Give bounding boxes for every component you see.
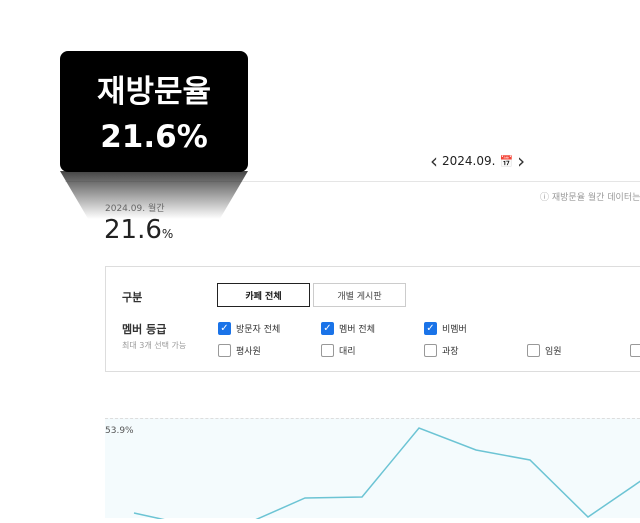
cafe-all-button[interactable]: 카페 전체 [217,283,310,307]
checkbox-item[interactable]: 평사원 [218,344,261,357]
checkbox[interactable] [218,344,231,357]
info-note: ⓘ 재방문율 월간 데이터는 [540,193,640,203]
checkbox[interactable]: ✓ [321,322,334,335]
checkbox-item[interactable]: 대리 [321,344,356,357]
checkbox-label: 멤버 전체 [339,325,375,335]
filter-panel: 구분 카페 전체 개별 게시판 멤버 등급 최대 3개 선택 가능 ✓ 방문자 전… [105,266,640,372]
tooltip: 재방문율 21.6% [60,51,248,172]
checkbox-label: 비멤버 [442,325,467,335]
checkbox[interactable]: ✓ [218,322,231,335]
chart-svg [133,427,640,523]
divider [65,181,640,182]
tooltip-title: 재방문율 [96,74,212,110]
checkbox[interactable] [630,344,640,357]
checkbox-label: 평사원 [236,347,261,357]
chevron-right-icon[interactable]: › [517,149,526,173]
checkbox-item[interactable]: ✓ 방문자 전체 [218,322,280,335]
date-navigator: ‹ 2024.09. 📅 › [430,149,526,173]
checkbox-label: 대리 [339,347,356,357]
line-chart [105,418,640,523]
checkbox-label: 과장 [442,347,459,357]
max-value-label: 53.9% [105,426,134,436]
checkbox-label: 임원 [545,347,562,357]
checkbox-item[interactable]: 과장 [424,344,459,357]
summary-unit: % [161,227,174,241]
chevron-left-icon[interactable]: ‹ [430,149,438,173]
checkbox-label: 방문자 전체 [236,325,281,335]
series-line [133,427,640,523]
checkbox[interactable] [424,344,437,357]
checkbox[interactable]: ✓ [424,322,437,335]
grade-sublabel: 최대 3개 선택 가능 [122,341,187,350]
period-label: 2024.09. 월간 [105,204,165,214]
summary-number: 21.6 [104,215,162,245]
checkbox-item[interactable]: ✓ 멤버 전체 [321,322,375,335]
tooltip-value: 21.6% [100,119,208,155]
checkbox[interactable] [527,344,540,357]
tooltip-spotlight [60,171,248,219]
checkbox-item[interactable]: 임원 [527,344,562,357]
date-label[interactable]: 2024.09. [442,154,496,168]
checkbox-item[interactable]: ✓ 비멤버 [424,322,467,335]
summary-value: 21.6% [104,215,173,245]
grade-label: 멤버 등급 [122,323,167,336]
calendar-icon[interactable]: 📅 [499,154,514,168]
checkbox-item[interactable] [630,344,640,357]
checkbox[interactable] [321,344,334,357]
board-button[interactable]: 개별 게시판 [313,283,406,307]
category-label: 구분 [122,291,143,304]
